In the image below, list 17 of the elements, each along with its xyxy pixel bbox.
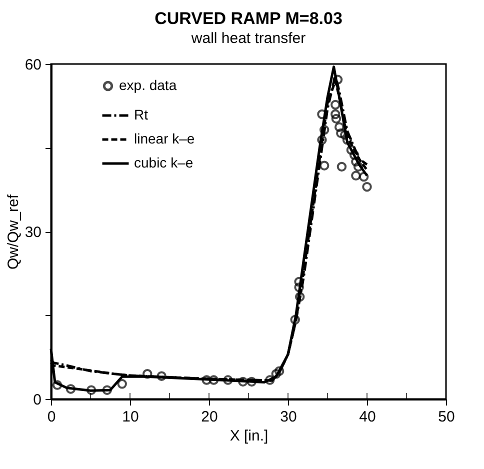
y-tick-label: 30 [24, 224, 42, 241]
x-tick-label: 50 [438, 408, 455, 426]
x-axis-title: X [in.] [230, 428, 268, 444]
x-tick-label: 10 [122, 408, 139, 426]
y-tick-label: 0 [33, 392, 42, 408]
x-tick-label: 30 [280, 408, 297, 426]
chart-title: CURVED RAMP M=8.03 [154, 9, 342, 28]
legend-label: cubic k–e [134, 154, 194, 170]
y-axis-title: Qw/Qw_ref [4, 194, 22, 270]
x-tick-label: 20 [201, 408, 218, 426]
y-tick-label: 60 [24, 56, 42, 74]
legend-label: linear k–e [134, 130, 195, 146]
x-tick-label: 0 [47, 408, 56, 426]
x-tick-label: 40 [359, 408, 376, 426]
chart-subtitle: wall heat transfer [190, 30, 306, 47]
legend-label: exp. data [119, 77, 177, 93]
legend-label: Rt [134, 106, 148, 122]
